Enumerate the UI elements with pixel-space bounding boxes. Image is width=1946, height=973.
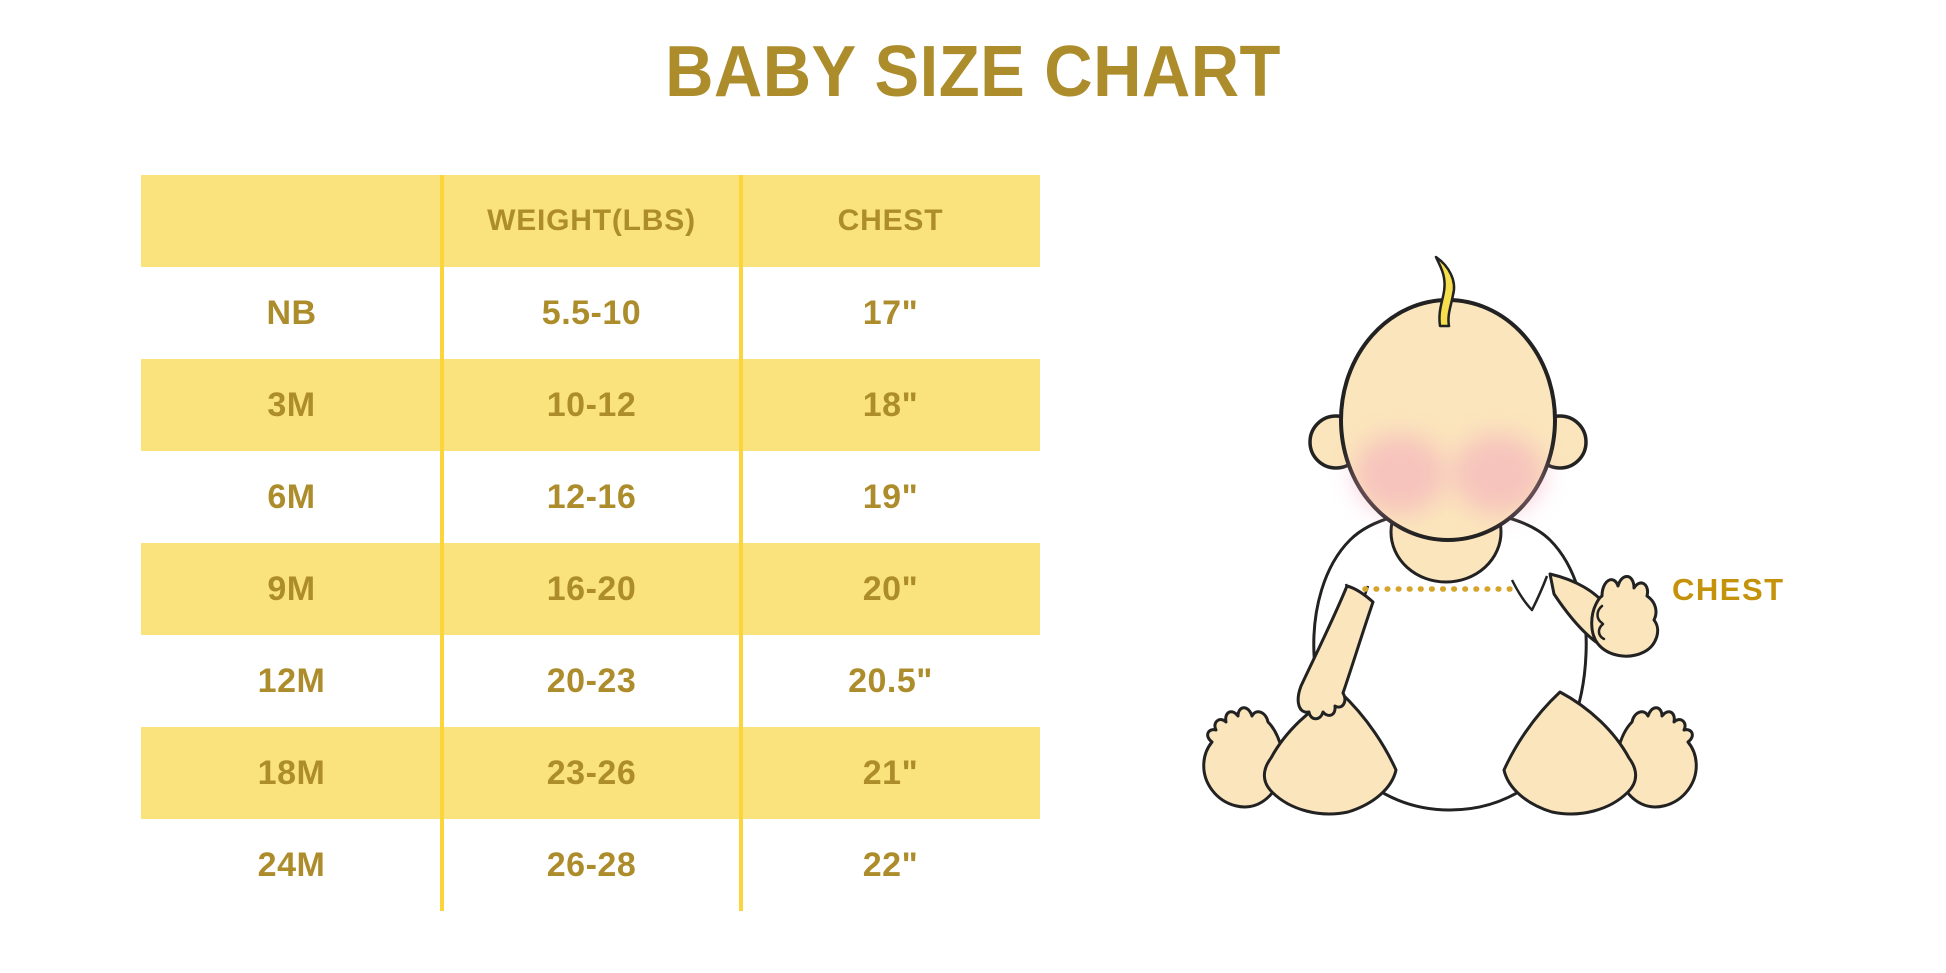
table-row: 12M 20-23 20.5" bbox=[141, 635, 1040, 727]
baby-cheek-right bbox=[1452, 434, 1544, 514]
column-divider bbox=[440, 175, 444, 911]
table-row: 18M 23-26 21" bbox=[141, 727, 1040, 819]
table-row: NB 5.5-10 17" bbox=[141, 267, 1040, 359]
header-chest: CHEST bbox=[837, 204, 944, 237]
weight-cell: 23-26 bbox=[546, 753, 637, 792]
chest-cell: 19" bbox=[862, 477, 919, 516]
table-header-row: WEIGHT(LBS) CHEST bbox=[141, 175, 1040, 267]
weight-cell: 10-12 bbox=[546, 385, 637, 424]
chest-cell: 17" bbox=[862, 293, 919, 332]
table-row: 3M 10-12 18" bbox=[141, 359, 1040, 451]
weight-cell: 26-28 bbox=[546, 845, 637, 884]
header-size bbox=[141, 175, 442, 267]
chest-cell: 20.5" bbox=[848, 661, 933, 700]
size-cell: 3M bbox=[267, 385, 316, 424]
page-title: BABY SIZE CHART bbox=[665, 32, 1281, 112]
table-row: 9M 16-20 20" bbox=[141, 543, 1040, 635]
size-cell: 9M bbox=[267, 569, 316, 608]
baby-fist-finger-lines bbox=[1596, 604, 1606, 641]
chest-cell: 18" bbox=[862, 385, 919, 424]
size-cell: 12M bbox=[257, 661, 326, 700]
baby-cheek-left bbox=[1354, 434, 1446, 514]
baby-hair-curl bbox=[1434, 255, 1456, 328]
size-cell: 18M bbox=[257, 753, 326, 792]
header-weight: WEIGHT(LBS) bbox=[487, 204, 696, 237]
chest-cell: 20" bbox=[862, 569, 919, 608]
size-cell: 6M bbox=[267, 477, 316, 516]
baby-leg-left bbox=[1262, 690, 1398, 816]
chest-measurement-label: CHEST bbox=[1672, 572, 1785, 607]
weight-cell: 12-16 bbox=[546, 477, 637, 516]
table-row: 24M 26-28 22" bbox=[141, 819, 1040, 911]
chest-cell: 21" bbox=[862, 753, 919, 792]
chest-cell: 22" bbox=[862, 845, 919, 884]
baby-leg-right bbox=[1502, 690, 1638, 816]
size-cell: 24M bbox=[257, 845, 326, 884]
size-table: WEIGHT(LBS) CHEST NB 5.5-10 17" 3M 10-12… bbox=[141, 175, 1040, 911]
baby-drawing bbox=[1202, 255, 1698, 816]
baby-fist bbox=[1590, 575, 1660, 658]
size-cell: NB bbox=[266, 293, 317, 332]
sleeve-notch-right bbox=[1510, 575, 1549, 612]
weight-cell: 5.5-10 bbox=[541, 293, 642, 332]
baby-illustration: CHEST bbox=[1150, 250, 1790, 820]
weight-cell: 16-20 bbox=[546, 569, 637, 608]
weight-cell: 20-23 bbox=[546, 661, 637, 700]
column-divider bbox=[739, 175, 743, 911]
table-row: 6M 12-16 19" bbox=[141, 451, 1040, 543]
baby-arm-left bbox=[1296, 584, 1375, 721]
